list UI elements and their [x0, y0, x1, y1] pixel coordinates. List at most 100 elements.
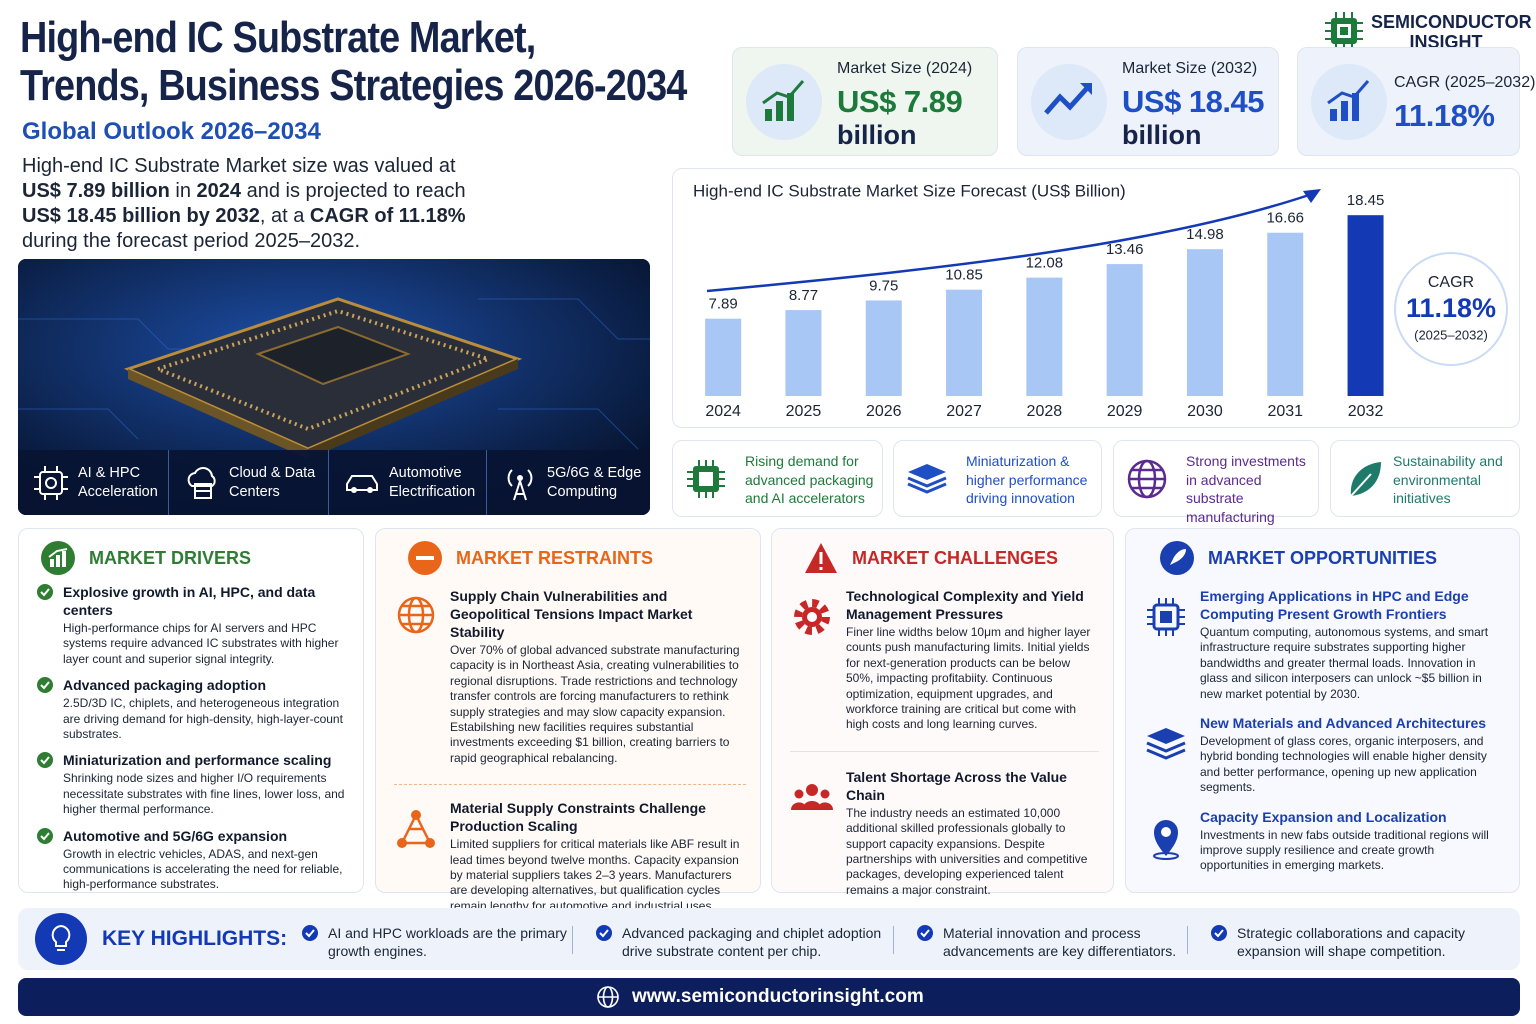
decoration: [1146, 748, 1186, 760]
section-icon: [41, 541, 75, 575]
highlight-text: Strategic collaborations and capacity ex…: [1237, 925, 1466, 959]
trend-text: Strong investments in advanced substrate…: [1186, 453, 1306, 525]
decoration: [397, 810, 435, 849]
decoration: [35, 913, 87, 965]
x-tick-label: 2032: [1348, 403, 1384, 420]
highlight-text: Material innovation and process advancem…: [943, 925, 1177, 959]
x-tick-label: 2024: [705, 403, 741, 420]
item-heading: Emerging Applications in HPC and Edge Co…: [1200, 588, 1469, 622]
trend-arrowhead: [1303, 189, 1321, 203]
decoration: [1325, 12, 1363, 50]
summary-text: CAGR of 11.18%: [309, 205, 466, 227]
item-icon: [37, 752, 53, 769]
item-text: Limited suppliers for critical materials…: [450, 837, 740, 913]
highlight-item: Advanced packaging and chiplet adoption …: [596, 924, 886, 960]
item-body: Technological Complexity and Yield Manag…: [846, 587, 1099, 733]
item-body: Automotive and 5G/6G expansion Growth in …: [63, 827, 349, 893]
item-body: Advanced packaging adoption 2.5D/3D IC, c…: [63, 676, 349, 742]
trend-card: Rising demand for advanced packaging and…: [672, 440, 883, 517]
section-item: Talent Shortage Across the Value Chain Th…: [790, 750, 1099, 898]
item-text: The industry needs an estimated 10,000 a…: [846, 805, 1088, 897]
decoration: [820, 789, 830, 799]
stat-card: CAGR (2025–2032) 11.18%: [1297, 47, 1535, 156]
stat-unit: billion: [1122, 120, 1202, 150]
check-icon: [596, 925, 612, 941]
bar: [785, 310, 822, 396]
trend-arrow: [706, 193, 1310, 293]
item-text: Finer line widths below 10μm and higher …: [846, 625, 1091, 732]
decoration: [1211, 925, 1227, 941]
cagr-value: 11.18%: [1406, 293, 1496, 323]
decoration: [1161, 826, 1171, 837]
cagr-circle: [1394, 252, 1508, 366]
item-heading: Capacity Expansion and Localization: [1200, 808, 1447, 825]
highlight-item: Strategic collaborations and capacity ex…: [1211, 924, 1476, 960]
decoration: [746, 64, 822, 140]
section-header: MARKET RESTRAINTS: [408, 541, 746, 575]
section-item: Capacity Expansion and Localization Inves…: [1144, 808, 1505, 874]
section-title: MARKET CHALLENGES: [852, 547, 1058, 568]
value-label: 14.98: [1186, 226, 1224, 243]
decoration: [51, 924, 71, 947]
cagr-label: CAGR: [1428, 274, 1474, 291]
decoration: [596, 925, 612, 941]
subtitle: Global Outlook 2026–2034: [22, 118, 321, 145]
item-icon: [37, 677, 53, 694]
decoration: [62, 551, 66, 567]
bar: [705, 318, 742, 396]
check-icon: [917, 925, 933, 941]
value-label: 8.77: [789, 287, 818, 304]
chart-card: High-end IC Substrate Market Size Foreca…: [672, 168, 1520, 428]
highlight-item: Material innovation and process advancem…: [917, 924, 1182, 960]
item-text: Over 70% of global advanced substrate ma…: [450, 643, 740, 765]
application-icon: [187, 466, 216, 499]
section-card: MARKET OPPORTUNITIES Emerging Application…: [1125, 528, 1520, 893]
decoration: [308, 359, 518, 459]
item-text: Growth in electric vehicles, ADAS, and n…: [63, 846, 343, 892]
check-icon: [1211, 925, 1227, 941]
decoration: [45, 476, 57, 489]
decoration: [806, 783, 818, 796]
trend-card: Miniaturization & higher performance dri…: [893, 440, 1102, 517]
value-label: 9.75: [869, 277, 898, 294]
item-heading: Supply Chain Vulnerabilities and Geopoli…: [450, 588, 693, 640]
x-tick-label: 2027: [946, 403, 982, 420]
decoration: [1340, 27, 1348, 35]
trend-icon: [907, 464, 947, 494]
decoration: [478, 298, 650, 340]
footer-url: www.semiconductorinsight.com: [632, 986, 924, 1007]
section-title: MARKET DRIVERS: [89, 547, 252, 568]
item-heading: Technological Complexity and Yield Manag…: [846, 588, 1084, 622]
item-heading: Miniaturization and performance scaling: [63, 752, 332, 769]
stat-icon: [1311, 64, 1387, 140]
decoration: [907, 476, 947, 488]
stat-label: CAGR (2025–2032): [1394, 74, 1536, 91]
section-title: MARKET RESTRAINTS: [456, 547, 653, 568]
decoration: [517, 474, 523, 481]
item-body: Miniaturization and performance scaling S…: [63, 751, 349, 817]
section-card: MARKET RESTRAINTS Supply Chain Vulnerabil…: [375, 528, 761, 913]
decoration: [56, 555, 60, 567]
item-heading: New Materials and Advanced Architectures: [1200, 715, 1487, 732]
stat-icon: [746, 64, 822, 140]
decoration: [48, 548, 68, 558]
decoration: [40, 832, 50, 841]
decoration: [39, 470, 63, 495]
bar: [1347, 215, 1384, 396]
decoration: [1170, 549, 1186, 565]
application: 5G/6G & Edge Computing: [486, 450, 650, 515]
section-title: MARKET OPPORTUNITIES: [1208, 547, 1438, 568]
section-items: Technological Complexity and Yield Manag…: [790, 587, 1099, 898]
stat-unit: billion: [837, 120, 917, 150]
decoration: [807, 612, 817, 622]
decoration: [1031, 64, 1107, 140]
section-card: MARKET DRIVERS Explosive growth in AI, HP…: [18, 528, 364, 893]
decoration: [765, 109, 772, 121]
decoration: [305, 929, 315, 938]
application-label: Automotive Electrification: [389, 464, 476, 500]
highlight-item: AI and HPC workloads are the primary gro…: [302, 924, 567, 960]
item-icon: [794, 599, 830, 635]
application-label: Cloud & Data Centers: [229, 464, 316, 500]
item-text: 2.5D/3D IC, chiplets, and heterogeneous …: [63, 696, 343, 742]
item-heading: Automotive and 5G/6G expansion: [63, 827, 288, 844]
